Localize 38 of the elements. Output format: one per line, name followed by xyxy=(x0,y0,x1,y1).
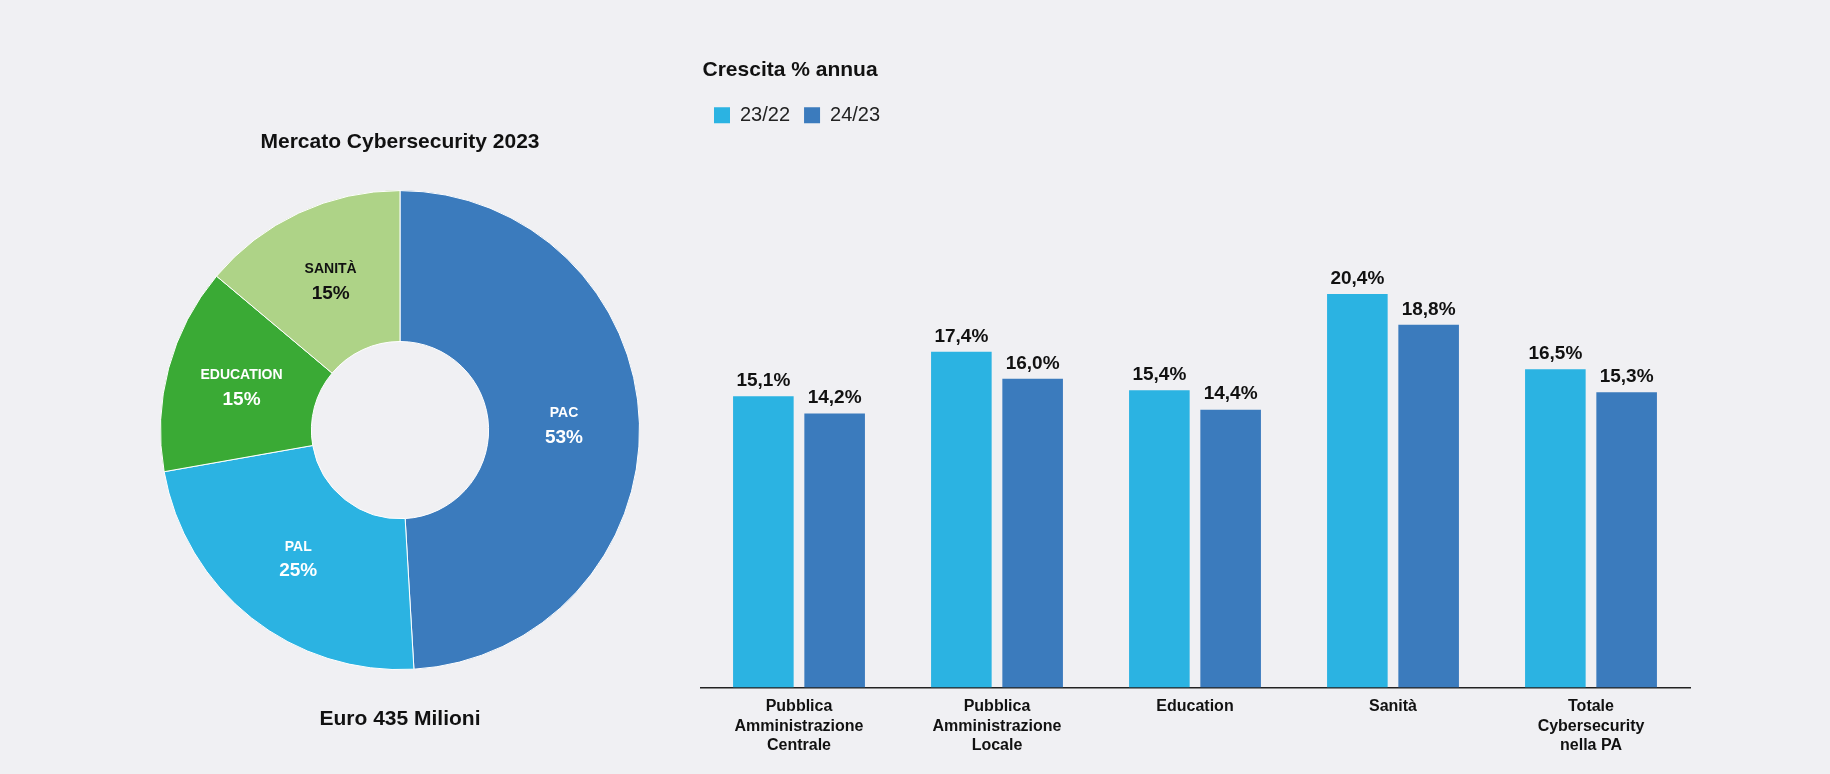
data-label: 15,1% xyxy=(736,368,791,390)
slice-label: PAL xyxy=(284,537,313,554)
data-label: 14,4% xyxy=(1203,382,1258,404)
data-label: 25% xyxy=(279,559,318,581)
data-label: 17,4% xyxy=(934,324,989,346)
bar xyxy=(1129,390,1190,688)
legend-title: Crescita % annua xyxy=(702,57,878,81)
bar xyxy=(733,396,794,688)
chart-title: Mercato Cybersecurity 2023 xyxy=(260,129,540,153)
data-label: 15% xyxy=(311,281,350,303)
x-tick-label: Sanità xyxy=(1368,697,1418,715)
data-label: 14,2% xyxy=(807,386,862,408)
bar xyxy=(1398,324,1459,688)
data-label: 16,5% xyxy=(1528,341,1583,363)
x-tick-label: Pubblica Amministrazione Locale xyxy=(932,697,1062,753)
data-label: 16,0% xyxy=(1005,351,1060,373)
slice-label: PAC xyxy=(549,404,579,421)
legend-label: 24/23 xyxy=(830,102,881,125)
x-tick-label: Pubblica Amministrazione Centrale xyxy=(734,697,864,753)
data-label: 20,4% xyxy=(1330,266,1385,288)
text: Euro 435 Milioni xyxy=(319,706,481,729)
data-label: 53% xyxy=(544,425,584,447)
bar xyxy=(931,351,992,688)
data-label: 15% xyxy=(222,387,261,409)
bar xyxy=(804,413,865,688)
slice-label: EDUCATION xyxy=(200,366,283,383)
bar xyxy=(1596,392,1657,688)
legend-label: 23/22 xyxy=(740,102,791,125)
data-label: 15,3% xyxy=(1599,365,1654,387)
data-label: 18,8% xyxy=(1401,297,1456,319)
bar xyxy=(1525,369,1586,688)
x-tick-label: Totale Cybersecurity nella PA xyxy=(1537,697,1645,753)
bar xyxy=(1327,293,1388,688)
bar xyxy=(1002,378,1063,688)
data-label: 15,4% xyxy=(1132,363,1187,385)
slice-label: SANITÀ xyxy=(304,260,357,277)
x-tick-label: Education xyxy=(1156,697,1234,715)
bar xyxy=(1200,409,1261,688)
